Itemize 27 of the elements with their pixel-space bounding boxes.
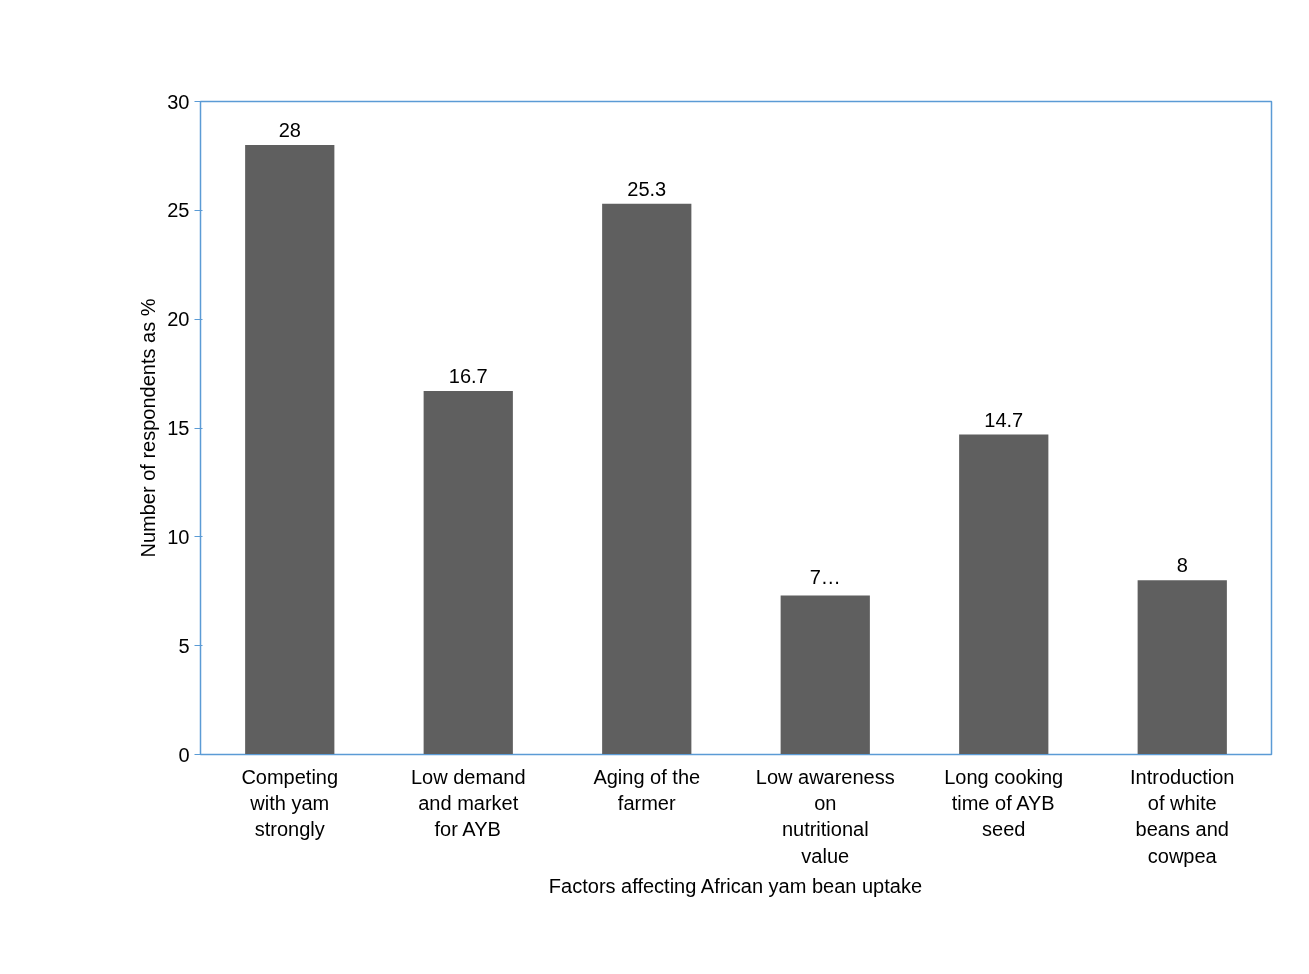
data-label: 28 — [278, 119, 301, 142]
y-tick-label: 20 — [167, 308, 190, 331]
x-tick-label: Low demand and market for AYB — [410, 765, 526, 841]
x-tick-label: Competing with yam strongly — [241, 765, 339, 841]
bar — [1137, 580, 1227, 755]
x-tick-label: Low awareness on nutritional value — [755, 765, 895, 867]
bar — [959, 434, 1049, 755]
y-tick-label: 0 — [178, 743, 190, 766]
y-tick-label: 25 — [167, 199, 190, 222]
y-tick-label: 15 — [167, 417, 190, 439]
x-tick-label: Aging of the farmer — [593, 765, 701, 814]
data-label: 16.7 — [448, 365, 488, 387]
bar — [245, 145, 335, 755]
y-tick-label: 30 — [167, 90, 190, 113]
data-label: 8 — [1176, 554, 1188, 577]
y-axis-title: Number of respondents as % — [137, 298, 160, 558]
y-tick-label: 10 — [167, 525, 190, 548]
bar — [780, 595, 870, 755]
data-label: 14.7 — [984, 408, 1024, 431]
data-label: 25.3 — [627, 177, 667, 200]
x-axis-title: Factors affecting African yam bean uptake — [548, 874, 923, 897]
bar — [423, 391, 513, 755]
x-tick-label: Introduction of white beans and cowpea — [1129, 765, 1235, 867]
y-tick-label: 5 — [178, 634, 190, 657]
data-label: 7… — [809, 565, 841, 588]
x-tick-label: Long cooking time of AYB seed — [944, 765, 1064, 841]
bar — [602, 203, 692, 755]
